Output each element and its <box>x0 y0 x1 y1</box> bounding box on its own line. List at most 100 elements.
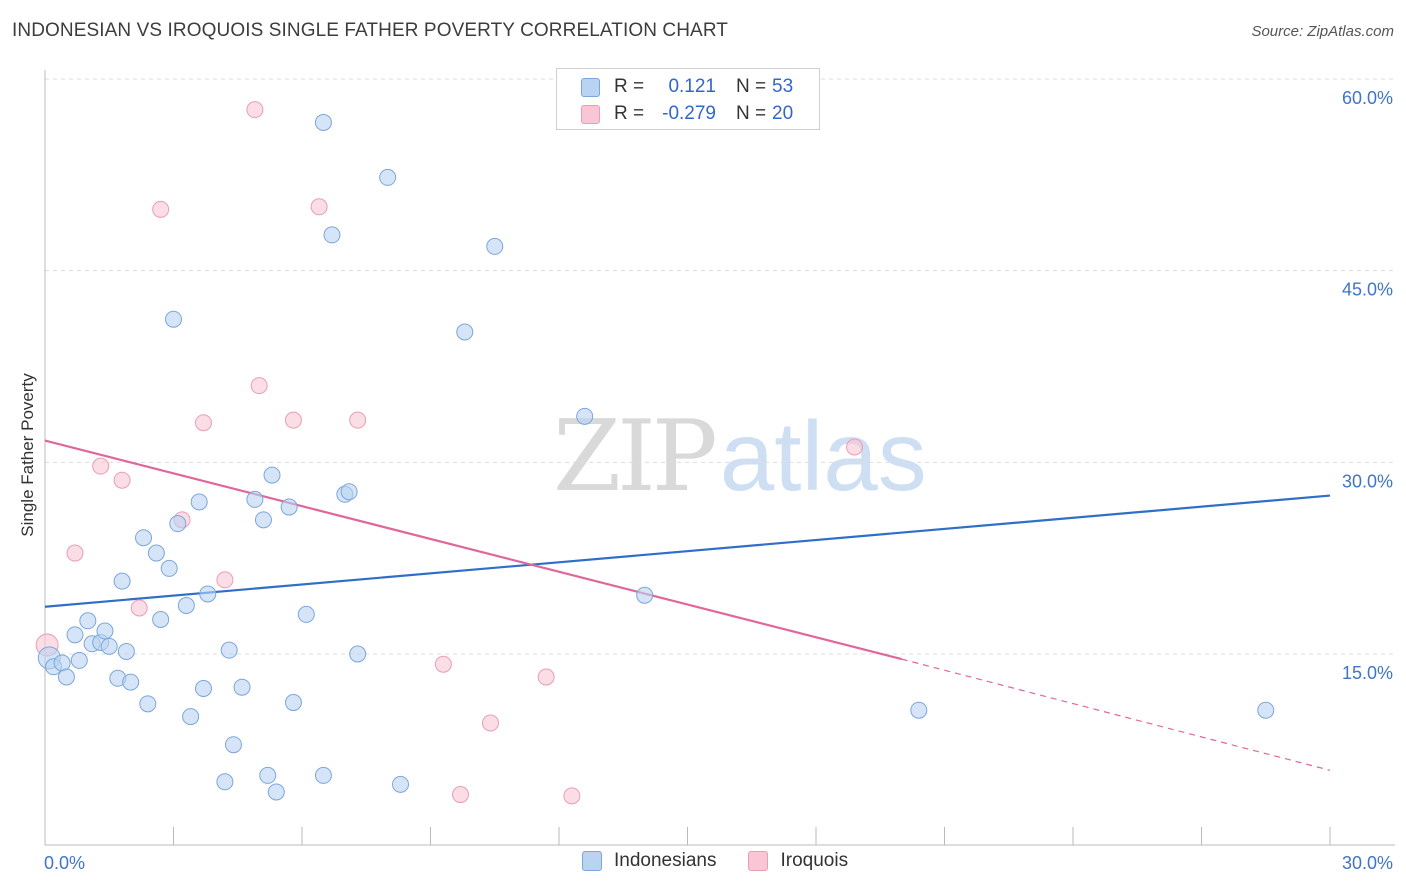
stats-row-indonesians: R = 0.121 N = 53 <box>581 75 793 99</box>
data-point-iroquois <box>216 571 234 589</box>
data-point-indonesians <box>1257 701 1275 719</box>
stats-row-iroquois: R = -0.279 N = 20 <box>581 102 793 126</box>
indonesians-swatch <box>581 77 600 97</box>
data-point-indonesians <box>66 626 84 644</box>
data-point-indonesians <box>349 645 367 663</box>
data-point-indonesians <box>340 483 358 501</box>
data-point-indonesians <box>199 585 217 603</box>
data-point-indonesians <box>314 766 332 784</box>
data-point-indonesians <box>233 678 251 696</box>
data-point-indonesians <box>224 736 242 754</box>
data-point-iroquois <box>451 786 469 804</box>
data-point-indonesians <box>122 673 140 691</box>
data-point-indonesians <box>297 605 315 623</box>
data-point-indonesians <box>147 544 165 562</box>
data-point-indonesians <box>636 586 654 604</box>
data-point-indonesians <box>117 642 135 660</box>
data-point-iroquois <box>563 787 581 805</box>
n-label: N = <box>736 76 767 97</box>
legend-label-iroquois: Iroquois <box>780 850 849 871</box>
legend-label-indonesians: Indonesians <box>614 850 717 871</box>
data-point-indonesians <box>910 701 928 719</box>
legend-item-indonesians[interactable]: Indonesians <box>582 850 716 872</box>
data-point-iroquois <box>310 198 328 216</box>
y-tick-label: 60.0% <box>1342 88 1393 108</box>
trend-line-indonesians <box>44 494 1331 608</box>
data-point-iroquois <box>66 544 84 562</box>
r-label: R = <box>614 76 645 97</box>
data-point-indonesians <box>220 641 238 659</box>
data-point-indonesians <box>194 680 212 697</box>
data-point-indonesians <box>263 466 281 484</box>
data-point-indonesians <box>486 237 504 255</box>
data-point-indonesians <box>57 668 75 686</box>
data-point-indonesians <box>177 596 195 614</box>
data-point-indonesians <box>280 498 298 516</box>
data-point-indonesians <box>53 654 71 672</box>
legend-item-iroquois[interactable]: Iroquois <box>748 850 848 872</box>
n-value-iroquois: 20 <box>772 103 794 124</box>
trend-lines <box>44 439 1331 771</box>
data-point-indonesians <box>246 490 264 508</box>
tick-labels: 15.0% 30.0% 45.0% 60.0% 0.0% 30.0% <box>44 88 1393 873</box>
data-point-indonesians <box>190 493 208 511</box>
data-point-indonesians <box>254 511 272 529</box>
data-point-iroquois <box>194 414 212 432</box>
data-point-indonesians <box>314 113 332 131</box>
data-point-iroquois <box>92 457 110 475</box>
data-point-indonesians <box>113 572 131 590</box>
data-point-iroquois <box>434 655 452 673</box>
r-value-indonesians: 0.121 <box>668 76 716 97</box>
y-tick-label: 30.0% <box>1342 471 1393 491</box>
n-label: N = <box>736 103 767 124</box>
data-point-indonesians <box>392 775 410 793</box>
r-label: R = <box>614 103 645 124</box>
data-point-iroquois <box>846 438 864 456</box>
data-point-indonesians <box>165 310 182 328</box>
data-point-indonesians <box>139 695 157 713</box>
data-point-indonesians <box>135 529 153 547</box>
data-point-iroquois <box>130 599 148 617</box>
data-point-iroquois <box>481 714 499 732</box>
data-point-indonesians <box>100 637 118 655</box>
data-point-indonesians <box>284 694 302 712</box>
indonesians-swatch <box>582 851 602 871</box>
watermark-atlas: atlas <box>719 401 927 511</box>
axes <box>44 70 1395 846</box>
data-point-indonesians <box>182 708 200 726</box>
data-point-indonesians <box>70 651 88 669</box>
source-label: Source: ZipAtlas.com <box>1251 23 1394 40</box>
data-point-indonesians <box>267 783 285 801</box>
x-tick-label: 30.0% <box>1342 853 1393 873</box>
data-point-indonesians <box>152 611 170 628</box>
data-point-iroquois <box>246 101 264 119</box>
data-point-indonesians <box>96 622 114 640</box>
stats-legend: R = 0.121 N = 53 R = -0.279 N = 20 <box>556 68 820 130</box>
trend-line-iroquois-extrapolated <box>901 658 1331 771</box>
trend-line-iroquois <box>44 439 902 661</box>
data-point-indonesians <box>576 407 594 425</box>
data-points <box>35 101 1275 805</box>
r-value-iroquois: -0.279 <box>662 103 716 124</box>
data-point-indonesians <box>216 773 234 791</box>
data-point-indonesians <box>456 323 474 341</box>
data-point-iroquois <box>113 471 131 489</box>
iroquois-swatch <box>748 851 769 871</box>
data-point-indonesians <box>379 168 397 186</box>
n-value-indonesians: 53 <box>772 76 794 97</box>
data-point-indonesians <box>259 766 277 784</box>
chart-title: INDONESIAN VS IROQUOIS SINGLE FATHER POV… <box>12 20 729 41</box>
data-point-indonesians <box>323 226 341 244</box>
data-point-indonesians <box>79 612 97 630</box>
watermark: ZIPatlas <box>553 400 927 514</box>
series-legend: Indonesians Iroquois <box>582 850 880 872</box>
x-tick-label: 0.0% <box>44 853 85 873</box>
data-point-iroquois <box>250 377 268 395</box>
y-tick-label: 45.0% <box>1342 280 1393 300</box>
data-point-iroquois <box>349 411 367 429</box>
data-point-iroquois <box>284 411 302 429</box>
data-point-indonesians <box>160 559 178 577</box>
data-point-indonesians <box>169 515 187 533</box>
grid-lines <box>45 78 1395 655</box>
